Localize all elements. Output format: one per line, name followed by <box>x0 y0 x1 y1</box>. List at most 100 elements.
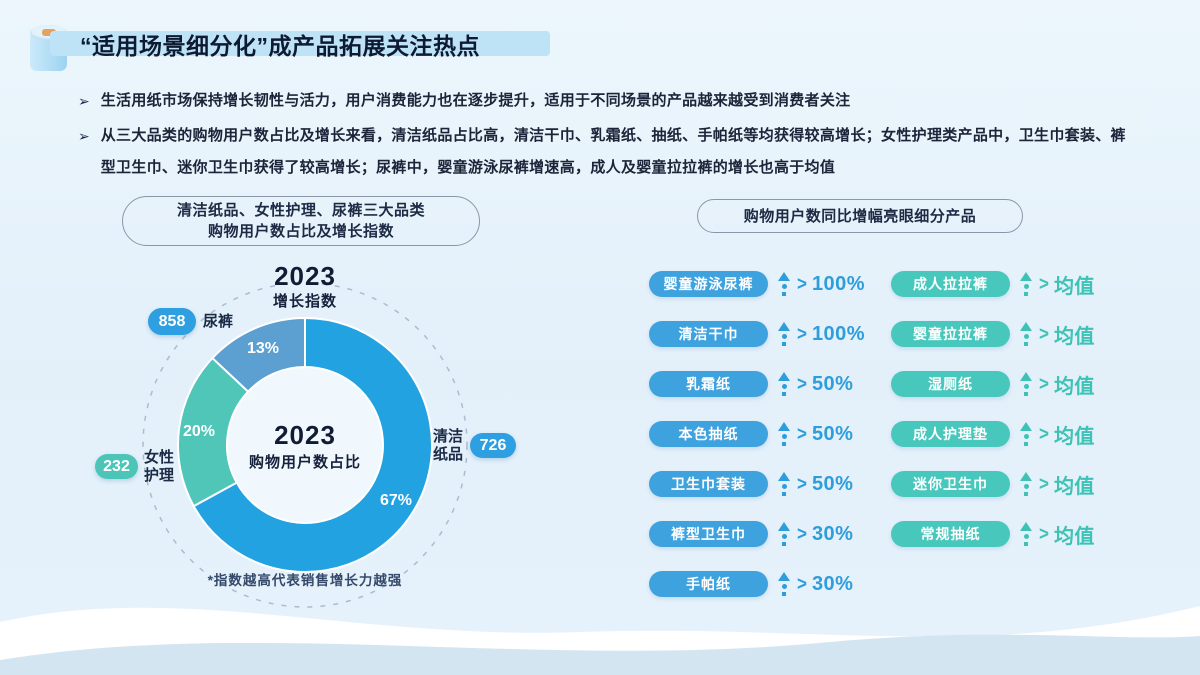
growth-badge-diaper: 858 <box>148 308 196 335</box>
growth-row: 迷你卫生巾 > 均值 <box>891 471 1095 498</box>
product-pill: 婴童拉拉裤 <box>891 321 1010 347</box>
product-pill: 清洁干巾 <box>649 321 768 347</box>
greater-than-symbol: > <box>1039 522 1049 545</box>
growth-list-teal-column: 成人拉拉裤 > 均值 婴童拉拉裤 > 均值 湿厕纸 > 均值 成人护理垫 > 均… <box>891 271 1095 571</box>
right-list-title: 购物用户数同比增幅亮眼细分产品 <box>743 207 977 225</box>
up-arrow-icon <box>1020 322 1032 346</box>
growth-value: 30% <box>811 522 854 545</box>
product-pill: 乳霜纸 <box>649 371 768 397</box>
segment-pct-clean: 67% <box>379 492 413 509</box>
greater-than-symbol: > <box>1039 422 1049 445</box>
greater-than-symbol: > <box>797 522 807 545</box>
growth-row: 成人拉拉裤 > 均值 <box>891 271 1095 298</box>
growth-value: 均值 <box>1053 525 1095 548</box>
left-chart-title-bubble: 清洁纸品、女性护理、尿裤三大品类 购物用户数占比及增长指数 <box>122 196 480 246</box>
growth-value: 均值 <box>1053 475 1095 498</box>
up-arrow-icon <box>1020 472 1032 496</box>
chart-footnote: *指数越高代表销售增长力越强 <box>207 573 403 588</box>
growth-index-year: 2023 <box>274 261 336 291</box>
product-pill: 湿厕纸 <box>891 371 1010 397</box>
growth-value: 均值 <box>1053 425 1095 448</box>
growth-value: 50% <box>811 372 854 395</box>
product-pill: 成人拉拉裤 <box>891 271 1010 297</box>
bullet-arrow-icon: ➢ <box>78 93 90 109</box>
product-pill: 成人护理垫 <box>891 421 1010 447</box>
growth-row: 婴童游泳尿裤 > 100% <box>649 271 865 297</box>
segment-label-diaper: 尿裤 <box>203 313 234 330</box>
growth-row: 卫生巾套装 > 50% <box>649 471 865 497</box>
greater-than-symbol: > <box>1039 322 1049 345</box>
page-title: “适用场景细分化”成产品拓展关注热点 <box>80 33 480 59</box>
up-arrow-icon <box>1020 522 1032 546</box>
greater-than-symbol: > <box>797 272 807 295</box>
growth-badge-fem: 232 <box>95 454 138 479</box>
growth-row: 婴童拉拉裤 > 均值 <box>891 321 1095 348</box>
growth-value: 50% <box>811 422 854 445</box>
growth-value: 均值 <box>1053 375 1095 398</box>
bullet-text: 从三大品类的购物用户数占比及增长来看，清洁纸品占比高，清洁干巾、乳霜纸、抽纸、手… <box>100 127 1126 176</box>
bottom-wave-decoration <box>0 606 1200 675</box>
up-arrow-icon <box>778 322 790 346</box>
growth-value: 均值 <box>1053 325 1095 348</box>
greater-than-symbol: > <box>1039 272 1049 295</box>
dashed-ring <box>142 282 468 608</box>
growth-value: 100% <box>811 272 866 295</box>
bullet-arrow-icon: ➢ <box>78 128 90 144</box>
greater-than-symbol: > <box>797 322 807 345</box>
product-pill: 婴童游泳尿裤 <box>649 271 768 297</box>
growth-row: 清洁干巾 > 100% <box>649 321 865 347</box>
product-pill: 裤型卫生巾 <box>649 521 768 547</box>
growth-row: 湿厕纸 > 均值 <box>891 371 1095 398</box>
title-highlight-strip <box>50 31 550 56</box>
growth-row: 常规抽纸 > 均值 <box>891 521 1095 548</box>
greater-than-symbol: > <box>797 572 807 595</box>
growth-index-label: 增长指数 <box>272 293 337 310</box>
growth-row: 手帕纸 > 30% <box>649 571 865 597</box>
growth-row: 裤型卫生巾 > 30% <box>649 521 865 547</box>
greater-than-symbol: > <box>797 372 807 395</box>
bullet-item: ➢ 生活用纸市场保持增长韧性与活力，用户消费能力也在逐步提升，适用于不同场景的产… <box>78 85 1138 117</box>
segment-pct-diaper: 13% <box>246 340 280 357</box>
donut-chart: 2023 增长指数 858 尿裤 13% 20% 67% 2023 购物用户数占… <box>40 258 580 640</box>
up-arrow-icon <box>778 422 790 446</box>
greater-than-symbol: > <box>797 472 807 495</box>
left-chart-title-line1: 清洁纸品、女性护理、尿裤三大品类 <box>176 202 425 219</box>
donut-segment <box>211 317 306 393</box>
greater-than-symbol: > <box>1039 372 1049 395</box>
up-arrow-icon <box>1020 272 1032 296</box>
up-arrow-icon <box>778 472 790 496</box>
product-pill: 本色抽纸 <box>649 421 768 447</box>
up-arrow-icon <box>778 272 790 296</box>
center-label: 购物用户数占比 <box>248 454 361 471</box>
up-arrow-icon <box>778 572 790 596</box>
up-arrow-icon <box>778 522 790 546</box>
growth-row: 乳霜纸 > 50% <box>649 371 865 397</box>
right-list-title-bubble: 购物用户数同比增幅亮眼细分产品 <box>697 199 1023 233</box>
bullet-item: ➢ 从三大品类的购物用户数占比及增长来看，清洁纸品占比高，清洁干巾、乳霜纸、抽纸… <box>78 120 1138 184</box>
product-pill: 卫生巾套装 <box>649 471 768 497</box>
product-pill: 迷你卫生巾 <box>891 471 1010 497</box>
summary-bullets: ➢ 生活用纸市场保持增长韧性与活力，用户消费能力也在逐步提升，适用于不同场景的产… <box>78 85 1138 187</box>
center-year: 2023 <box>274 420 336 450</box>
left-chart-title-line2: 购物用户数占比及增长指数 <box>207 223 394 240</box>
growth-row: 成人护理垫 > 均值 <box>891 421 1095 448</box>
bullet-text: 生活用纸市场保持增长韧性与活力，用户消费能力也在逐步提升，适用于不同场景的产品越… <box>100 92 851 109</box>
donut-hole <box>227 367 383 523</box>
growth-value: 50% <box>811 472 854 495</box>
up-arrow-icon <box>1020 372 1032 396</box>
greater-than-symbol: > <box>1039 472 1049 495</box>
product-pill: 常规抽纸 <box>891 521 1010 547</box>
growth-value: 30% <box>811 572 854 595</box>
greater-than-symbol: > <box>797 422 807 445</box>
growth-row: 本色抽纸 > 50% <box>649 421 865 447</box>
segment-label-fem: 女性护理 <box>144 449 175 484</box>
growth-value: 100% <box>811 322 866 345</box>
product-pill: 手帕纸 <box>649 571 768 597</box>
growth-value: 均值 <box>1053 275 1095 298</box>
segment-pct-fem: 20% <box>182 423 216 440</box>
donut-chart-svg <box>142 282 468 608</box>
up-arrow-icon <box>1020 422 1032 446</box>
growth-list-blue-column: 婴童游泳尿裤 > 100% 清洁干巾 > 100% 乳霜纸 > 50% 本色抽纸… <box>649 271 865 621</box>
segment-label-clean: 清洁纸品 <box>433 428 464 463</box>
up-arrow-icon <box>778 372 790 396</box>
